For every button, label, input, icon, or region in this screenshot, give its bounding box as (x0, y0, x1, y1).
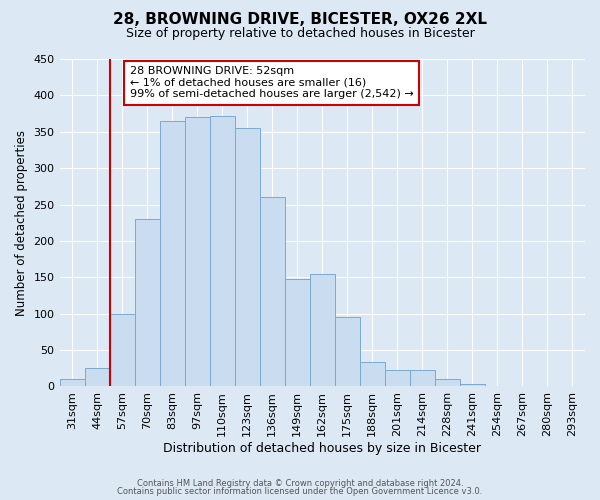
Text: Contains HM Land Registry data © Crown copyright and database right 2024.: Contains HM Land Registry data © Crown c… (137, 478, 463, 488)
Bar (185, 117, 209, 386)
X-axis label: Distribution of detached houses by size in Bicester: Distribution of detached houses by size … (163, 442, 481, 455)
Bar (110, 314, 134, 386)
Bar (385, 370, 410, 386)
Bar (335, 318, 360, 386)
Text: Contains public sector information licensed under the Open Government Licence v3: Contains public sector information licen… (118, 487, 482, 496)
Bar (310, 274, 335, 386)
Text: 28, BROWNING DRIVE, BICESTER, OX26 2XL: 28, BROWNING DRIVE, BICESTER, OX26 2XL (113, 12, 487, 28)
Text: Size of property relative to detached houses in Bicester: Size of property relative to detached ho… (125, 28, 475, 40)
Bar (285, 279, 310, 386)
Text: 28 BROWNING DRIVE: 52sqm
← 1% of detached houses are smaller (16)
99% of semi-de: 28 BROWNING DRIVE: 52sqm ← 1% of detache… (130, 66, 413, 100)
Bar (59, 379, 85, 386)
Bar (134, 219, 160, 386)
Bar (235, 128, 260, 386)
Bar (435, 379, 460, 386)
Bar (260, 198, 285, 386)
Y-axis label: Number of detached properties: Number of detached properties (15, 130, 28, 316)
Bar (410, 370, 435, 386)
Bar (460, 384, 485, 386)
Bar (360, 362, 385, 386)
Bar (160, 121, 185, 386)
Bar (85, 368, 110, 386)
Bar (209, 116, 235, 386)
